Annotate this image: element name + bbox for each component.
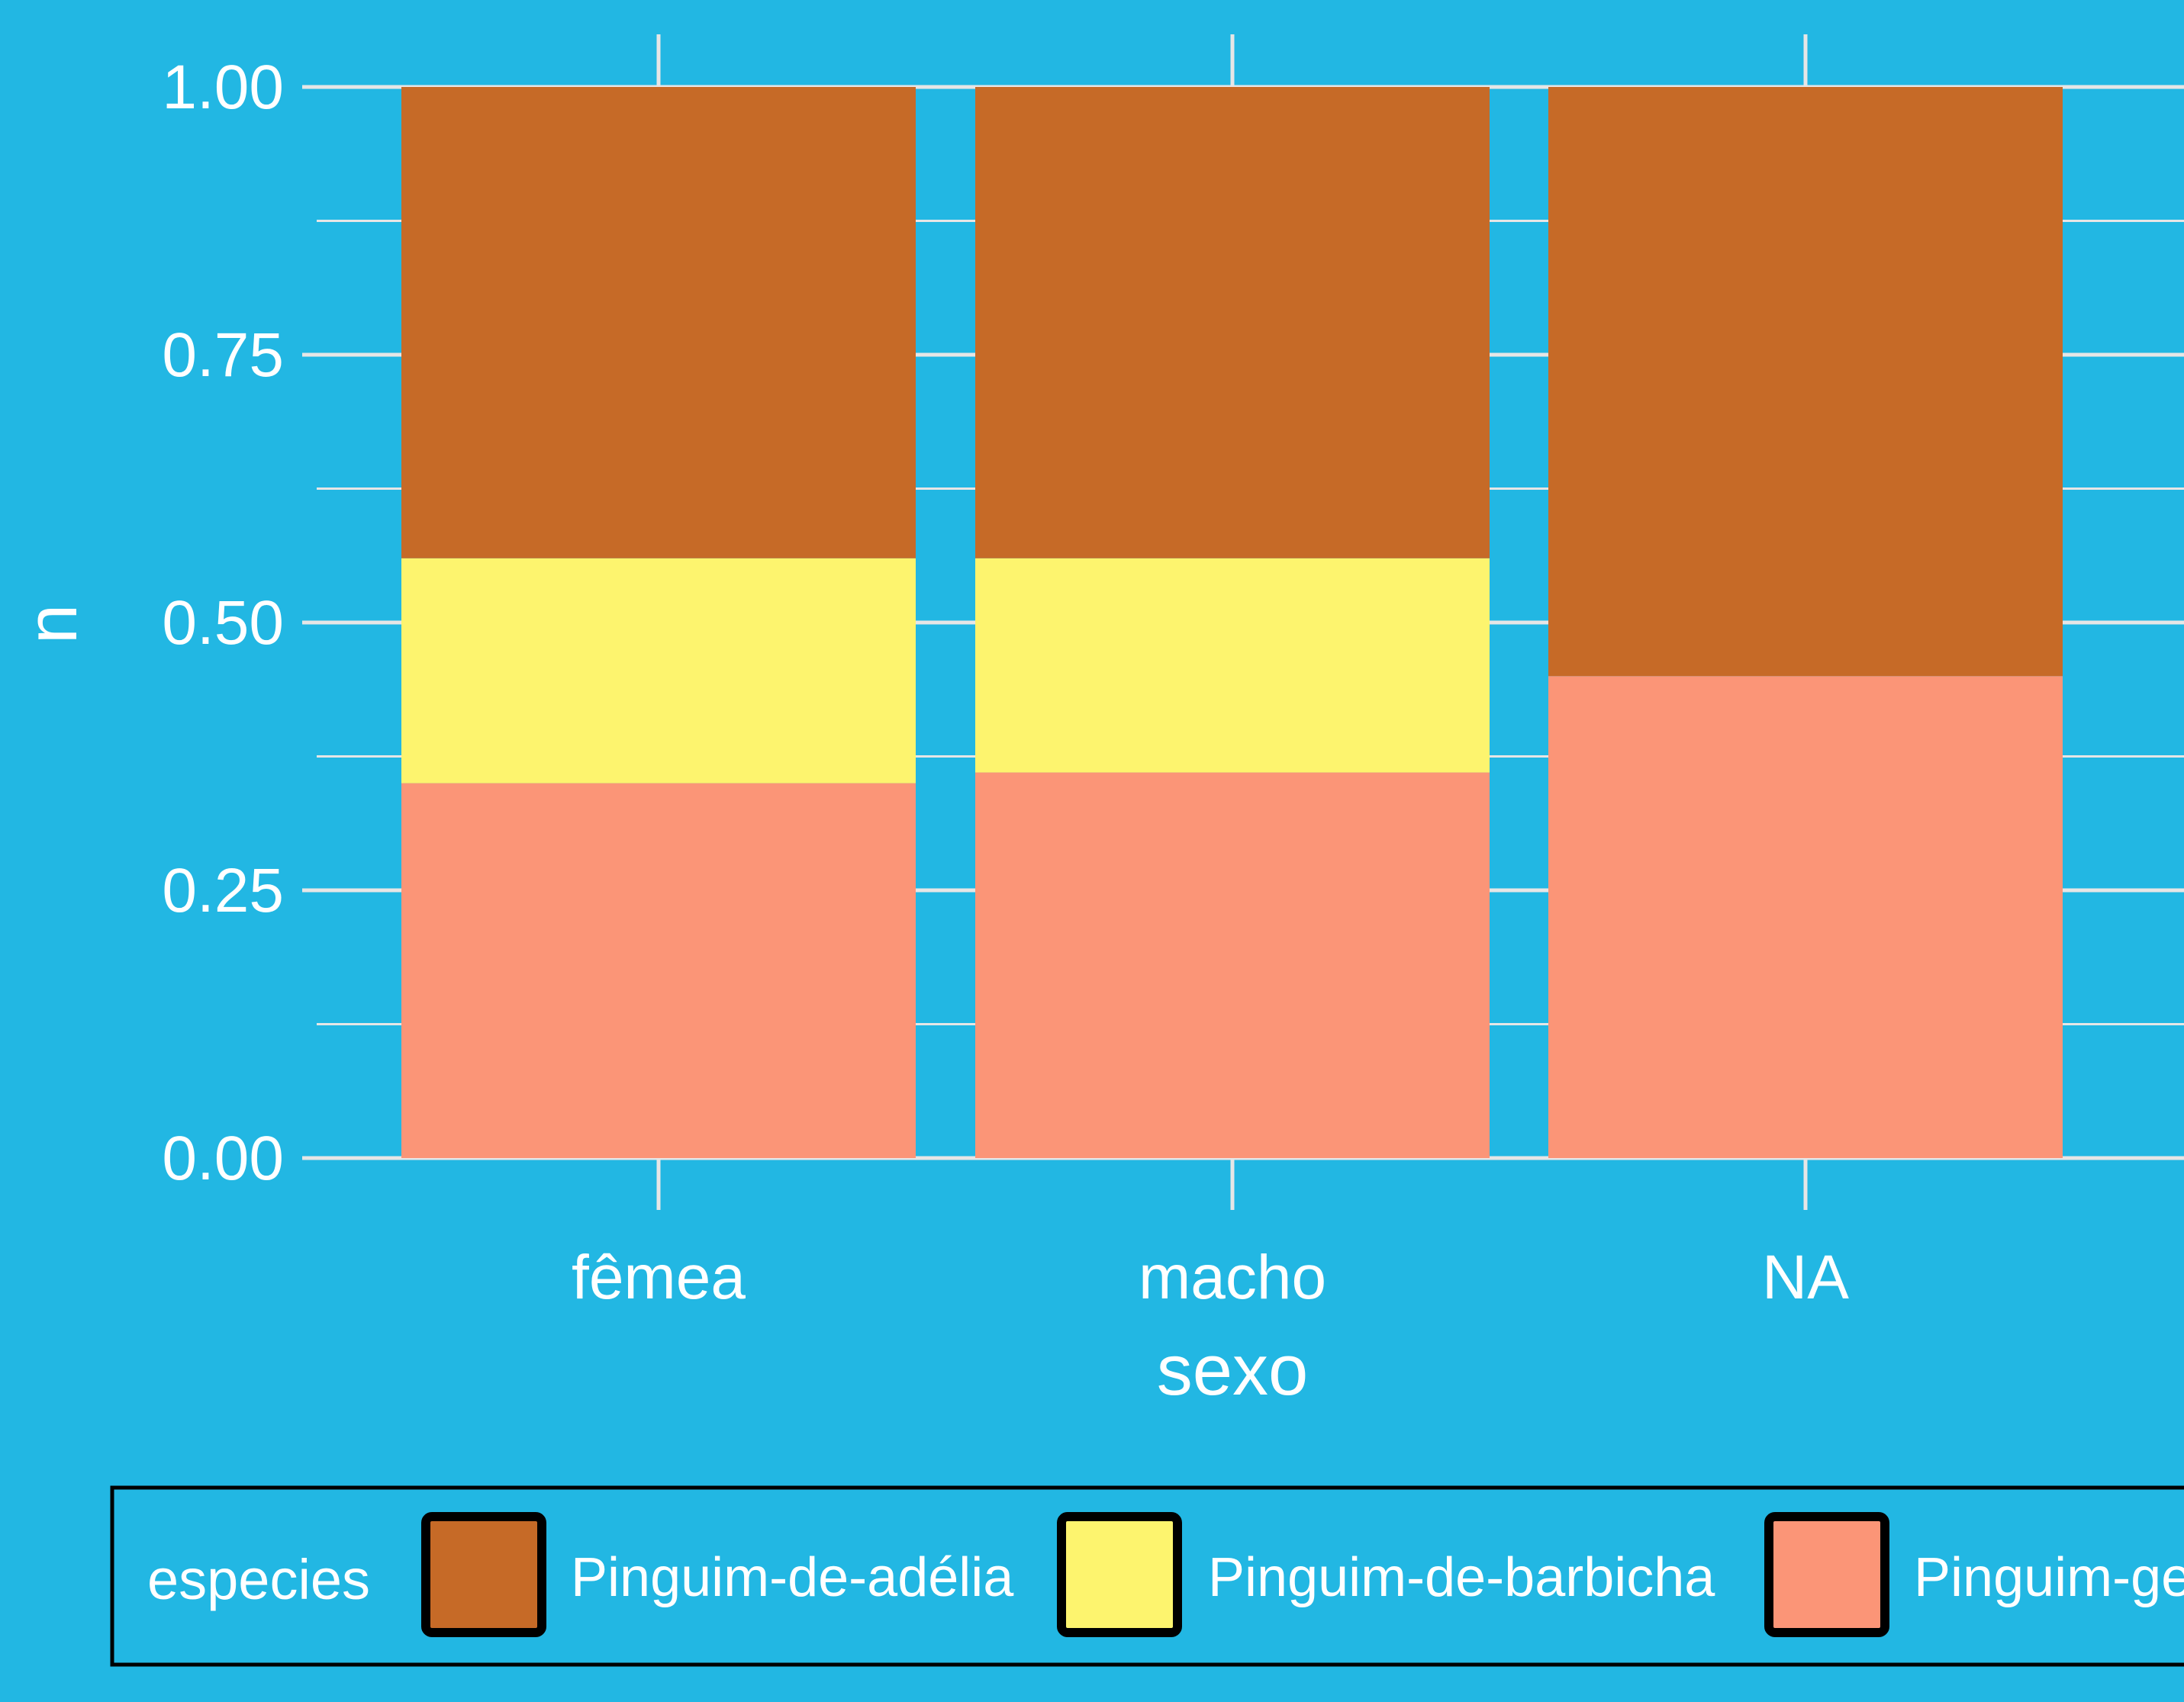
bar-segment bbox=[975, 87, 1490, 558]
y-tick-label: 1.00 bbox=[162, 53, 284, 122]
bar-segment bbox=[401, 558, 916, 783]
legend-key bbox=[1764, 1512, 1889, 1637]
bar-segment bbox=[975, 772, 1490, 1158]
y-tick-label: 0.25 bbox=[162, 856, 284, 925]
legend-box bbox=[110, 1485, 2184, 1667]
y-axis-title: n bbox=[11, 604, 92, 644]
y-tick-label: 0.00 bbox=[162, 1124, 284, 1193]
legend-title: especies bbox=[147, 1548, 370, 1611]
x-axis-title: sexo bbox=[1157, 1330, 1309, 1410]
bar-segment bbox=[1548, 676, 2063, 1158]
bar-segment bbox=[401, 87, 916, 558]
legend-label: Pinguim-de-adélia bbox=[571, 1547, 1014, 1608]
bars bbox=[401, 87, 2063, 1158]
legend-key bbox=[421, 1512, 546, 1637]
legend-label: Pinguim-de-barbicha bbox=[1208, 1547, 1715, 1608]
legend-key bbox=[1057, 1512, 1182, 1637]
x-tick-label: macho bbox=[1139, 1243, 1326, 1312]
y-tick-label: 0.75 bbox=[162, 320, 284, 390]
legend-label: Pinguim-ge bbox=[1914, 1547, 2184, 1608]
legend: especies Pinguim-de-adélia Pinguim-de-bar… bbox=[110, 1485, 2184, 1667]
y-tick-label: 0.50 bbox=[162, 588, 284, 658]
bar-segment bbox=[1548, 87, 2063, 677]
x-tick-label: NA bbox=[1762, 1243, 1849, 1312]
axes: 0.00 0.25 0.50 0.75 1.00 fêmea macho NA bbox=[162, 34, 1849, 1312]
bar-segment bbox=[975, 558, 1490, 773]
x-tick-label: fêmea bbox=[572, 1243, 746, 1312]
bar-segment bbox=[401, 783, 916, 1158]
